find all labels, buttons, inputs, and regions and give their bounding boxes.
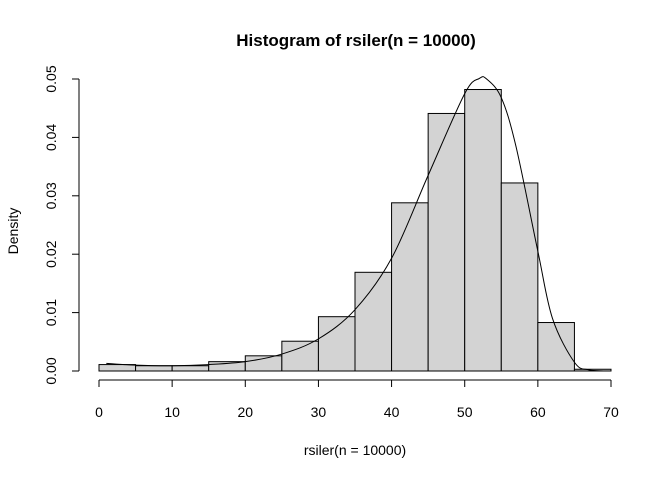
x-tick-label: 60 bbox=[530, 404, 546, 420]
x-tick-label: 40 bbox=[384, 404, 400, 420]
histogram-bar-12 bbox=[537, 322, 575, 372]
histogram-bar-2 bbox=[171, 365, 210, 372]
histogram-bar-5 bbox=[281, 340, 319, 372]
y-tick-label: 0.04 bbox=[43, 124, 59, 151]
histogram-bar-0 bbox=[98, 364, 137, 372]
x-tick-label: 20 bbox=[237, 404, 253, 420]
y-tick-label: 0.05 bbox=[43, 65, 59, 92]
bars-group bbox=[98, 89, 612, 372]
y-tick-label: 0.02 bbox=[43, 240, 59, 267]
x-axis-label: rsiler(n = 10000) bbox=[304, 442, 406, 458]
histogram-bar-11 bbox=[500, 182, 539, 372]
density-curve-line bbox=[106, 76, 612, 372]
x-tick-label: 70 bbox=[603, 404, 619, 420]
y-axis-label: Density bbox=[5, 208, 21, 255]
y-tick-label: 0.03 bbox=[43, 182, 59, 209]
histogram-bar-9 bbox=[427, 112, 466, 372]
x-tick-label: 0 bbox=[95, 404, 103, 420]
histogram-bar-10 bbox=[464, 89, 502, 372]
y-tick-label: 0.01 bbox=[43, 299, 59, 326]
x-tick-label: 10 bbox=[164, 404, 180, 420]
histogram-bar-8 bbox=[391, 202, 429, 372]
x-axis: 0 10 20 30 40 50 60 70 bbox=[95, 379, 619, 420]
histogram-bar-1 bbox=[135, 365, 173, 372]
y-tick-label: 0.00 bbox=[43, 357, 59, 384]
x-tick-label: 50 bbox=[457, 404, 473, 420]
histogram-bar-7 bbox=[354, 271, 393, 372]
chart-title: Histogram of rsiler(n = 10000) bbox=[236, 31, 476, 50]
histogram-bar-6 bbox=[317, 316, 356, 372]
y-axis: 0.00 0.01 0.02 0.03 0.04 0.05 bbox=[43, 65, 80, 385]
x-tick-label: 30 bbox=[311, 404, 327, 420]
density-curve-group bbox=[106, 76, 612, 372]
